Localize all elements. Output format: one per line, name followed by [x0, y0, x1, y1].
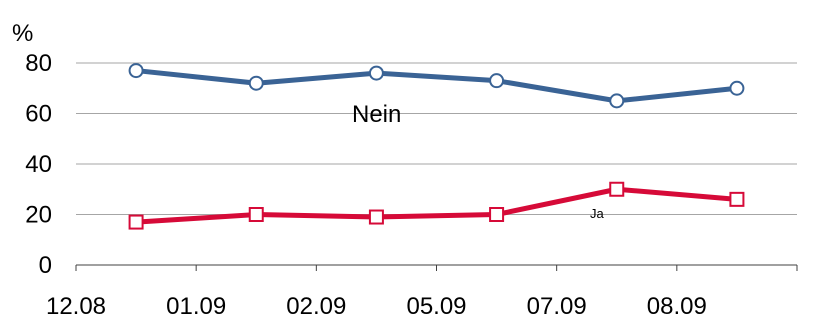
x-tick-label-12.08: 12.08: [46, 293, 106, 320]
point-ja-01.09: [248, 207, 264, 222]
x-axis-tick-labels: 12.08 01.09 02.09 05.09 07.09 08.09: [46, 293, 707, 320]
y-tick-label-20: 20: [25, 202, 52, 229]
y-tick-label-0: 0: [39, 252, 52, 279]
point-ja-02.09: [368, 209, 384, 225]
x-tick-label-07.09: 07.09: [527, 293, 587, 320]
series-layer: [128, 63, 745, 230]
y-tick-label-80: 80: [25, 50, 52, 77]
x-tick-label-08.09: 08.09: [647, 293, 707, 320]
point-ja-12.08: [128, 214, 144, 230]
point-nein-07.09: [609, 93, 625, 109]
x-tick-label-02.09: 02.09: [286, 293, 346, 320]
y-tick-label-60: 60: [25, 101, 52, 128]
point-ja-07.09: [609, 181, 625, 197]
series-line-ja: [133, 186, 740, 225]
y-tick-label-40: 40: [25, 151, 52, 178]
point-ja-08.09: [729, 191, 745, 207]
point-nein-05.09: [489, 73, 505, 89]
y-axis-unit-label: %: [12, 20, 33, 47]
x-axis: [75, 264, 798, 271]
point-nein-12.08: [128, 63, 144, 79]
point-nein-08.09: [729, 80, 745, 96]
point-nein-02.09: [368, 65, 384, 81]
series-label-nein: Nein: [352, 101, 401, 128]
y-axis-tick-labels: 0 20 40 60 80: [25, 50, 52, 279]
x-tick-label-01.09: 01.09: [166, 293, 226, 320]
point-nein-01.09: [248, 75, 264, 91]
point-ja-05.09: [489, 207, 505, 222]
series-line-nein: [133, 68, 740, 104]
series-label-ja: Ja: [590, 206, 605, 221]
gridlines: [76, 62, 797, 215]
x-tick-label-05.09: 05.09: [406, 293, 466, 320]
